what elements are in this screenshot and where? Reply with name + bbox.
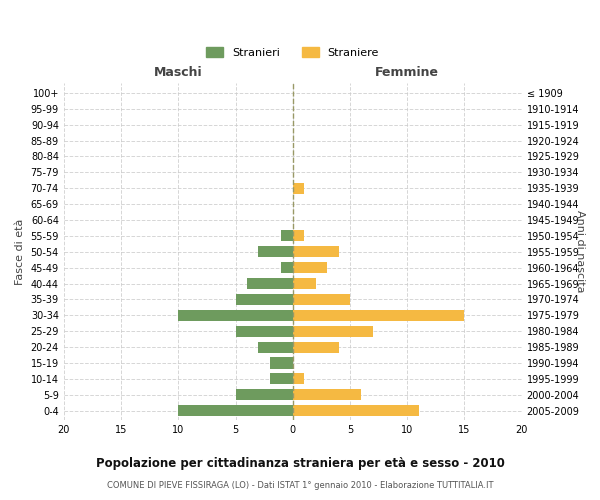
Bar: [178, 310, 293, 321]
Bar: [293, 326, 373, 336]
Bar: [293, 310, 464, 321]
Bar: [281, 262, 293, 273]
Bar: [259, 342, 293, 352]
Text: Popolazione per cittadinanza straniera per età e sesso - 2010: Popolazione per cittadinanza straniera p…: [95, 457, 505, 470]
Bar: [293, 342, 338, 352]
Bar: [178, 405, 293, 416]
Bar: [281, 230, 293, 241]
Text: COMUNE DI PIEVE FISSIRAGA (LO) - Dati ISTAT 1° gennaio 2010 - Elaborazione TUTTI: COMUNE DI PIEVE FISSIRAGA (LO) - Dati IS…: [107, 481, 493, 490]
Bar: [293, 278, 316, 289]
Legend: Stranieri, Straniere: Stranieri, Straniere: [201, 42, 385, 64]
Bar: [236, 294, 293, 305]
Bar: [293, 230, 304, 241]
Bar: [247, 278, 293, 289]
Bar: [236, 326, 293, 336]
Text: Maschi: Maschi: [154, 66, 203, 78]
Bar: [293, 294, 350, 305]
Bar: [293, 182, 304, 194]
Y-axis label: Anni di nascita: Anni di nascita: [575, 210, 585, 293]
Bar: [293, 262, 327, 273]
Text: Femmine: Femmine: [375, 66, 439, 78]
Bar: [259, 246, 293, 258]
Bar: [270, 374, 293, 384]
Bar: [293, 246, 338, 258]
Bar: [270, 358, 293, 368]
Y-axis label: Fasce di età: Fasce di età: [15, 218, 25, 285]
Bar: [293, 389, 361, 400]
Bar: [236, 389, 293, 400]
Bar: [293, 405, 419, 416]
Bar: [293, 374, 304, 384]
